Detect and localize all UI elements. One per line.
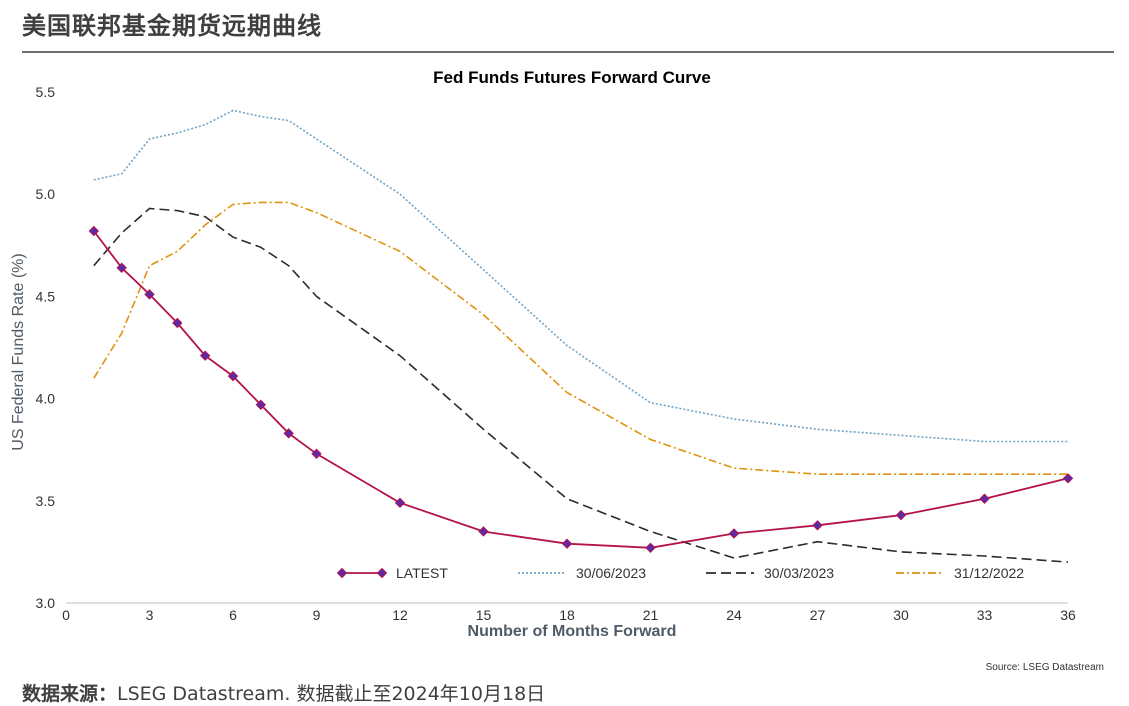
y-axis-ticks: 3.0 3.5 4.0 4.5 5.0 5.5: [36, 84, 56, 611]
x-tick-label: 12: [392, 607, 408, 623]
series-line: [93, 201, 1068, 476]
legend-marker: [376, 567, 388, 579]
legend-label: 31/12/2022: [954, 565, 1024, 581]
y-tick-label: 4.5: [36, 288, 56, 304]
data-point-marker: [255, 399, 267, 410]
x-tick-label: 33: [977, 607, 993, 623]
series-layer: [88, 109, 1074, 563]
x-tick-label: 15: [476, 607, 492, 623]
footer-source: 数据来源：LSEG Datastream. 数据截止至2024年10月18日: [22, 679, 545, 706]
data-point-marker: [478, 526, 489, 537]
data-point-marker: [199, 350, 211, 361]
series-line: [93, 109, 1068, 443]
data-point-marker: [227, 370, 239, 382]
legend-label: 30/03/2023: [764, 565, 834, 581]
x-tick-label: 3: [146, 607, 154, 623]
x-tick-label: 6: [229, 607, 237, 623]
y-tick-label: 5.0: [36, 186, 56, 202]
x-tick-label: 18: [559, 607, 575, 623]
x-tick-label: 21: [643, 607, 659, 623]
x-tick-label: 27: [810, 607, 826, 623]
y-tick-label: 3.5: [36, 493, 56, 509]
data-point-marker: [311, 448, 322, 459]
x-tick-label: 24: [726, 607, 742, 623]
x-axis-label: Number of Months Forward: [468, 623, 677, 640]
page-title: 美国联邦基金期货远期曲线: [22, 12, 322, 40]
x-tick-label: 36: [1060, 607, 1076, 623]
chart-title: Fed Funds Futures Forward Curve: [433, 68, 711, 87]
x-axis-ticks: 0 3 6 9 12 15 18 21 24 27 30 33 36: [62, 607, 1076, 623]
footer-source-label: 数据来源：: [22, 683, 118, 705]
series-line: [93, 207, 1069, 563]
y-tick-label: 3.0: [36, 595, 56, 611]
x-tick-label: 9: [313, 607, 321, 623]
header-divider: [22, 51, 1114, 53]
x-tick-label: 0: [62, 607, 70, 623]
data-point-marker: [172, 317, 183, 329]
legend-label: 30/06/2023: [576, 565, 646, 581]
legend-marker: [336, 567, 348, 579]
data-point-marker: [144, 289, 155, 300]
data-point-marker: [283, 428, 294, 439]
y-tick-label: 5.5: [36, 84, 56, 100]
data-point-marker: [812, 520, 823, 531]
legend-label: LATEST: [396, 565, 448, 581]
y-tick-label: 4.0: [36, 391, 56, 407]
data-point-marker: [88, 225, 100, 237]
data-point-marker: [116, 262, 127, 273]
x-tick-label: 30: [893, 607, 909, 623]
y-axis-label: US Federal Funds Rate (%): [10, 253, 27, 450]
data-point-marker: [645, 542, 656, 554]
data-point-marker: [561, 538, 573, 549]
series-line: [93, 230, 1069, 549]
data-point-marker: [728, 528, 740, 539]
data-point-marker: [979, 493, 990, 504]
data-point-marker: [394, 497, 406, 509]
data-point-marker: [1062, 473, 1074, 484]
data-point-marker: [895, 509, 907, 521]
legend: LATEST 30/06/2023 30/03/2023 31/12/2022: [336, 565, 1024, 581]
footer-source-text: LSEG Datastream. 数据截止至2024年10月18日: [117, 683, 546, 705]
source-note: Source: LSEG Datastream: [986, 662, 1104, 673]
